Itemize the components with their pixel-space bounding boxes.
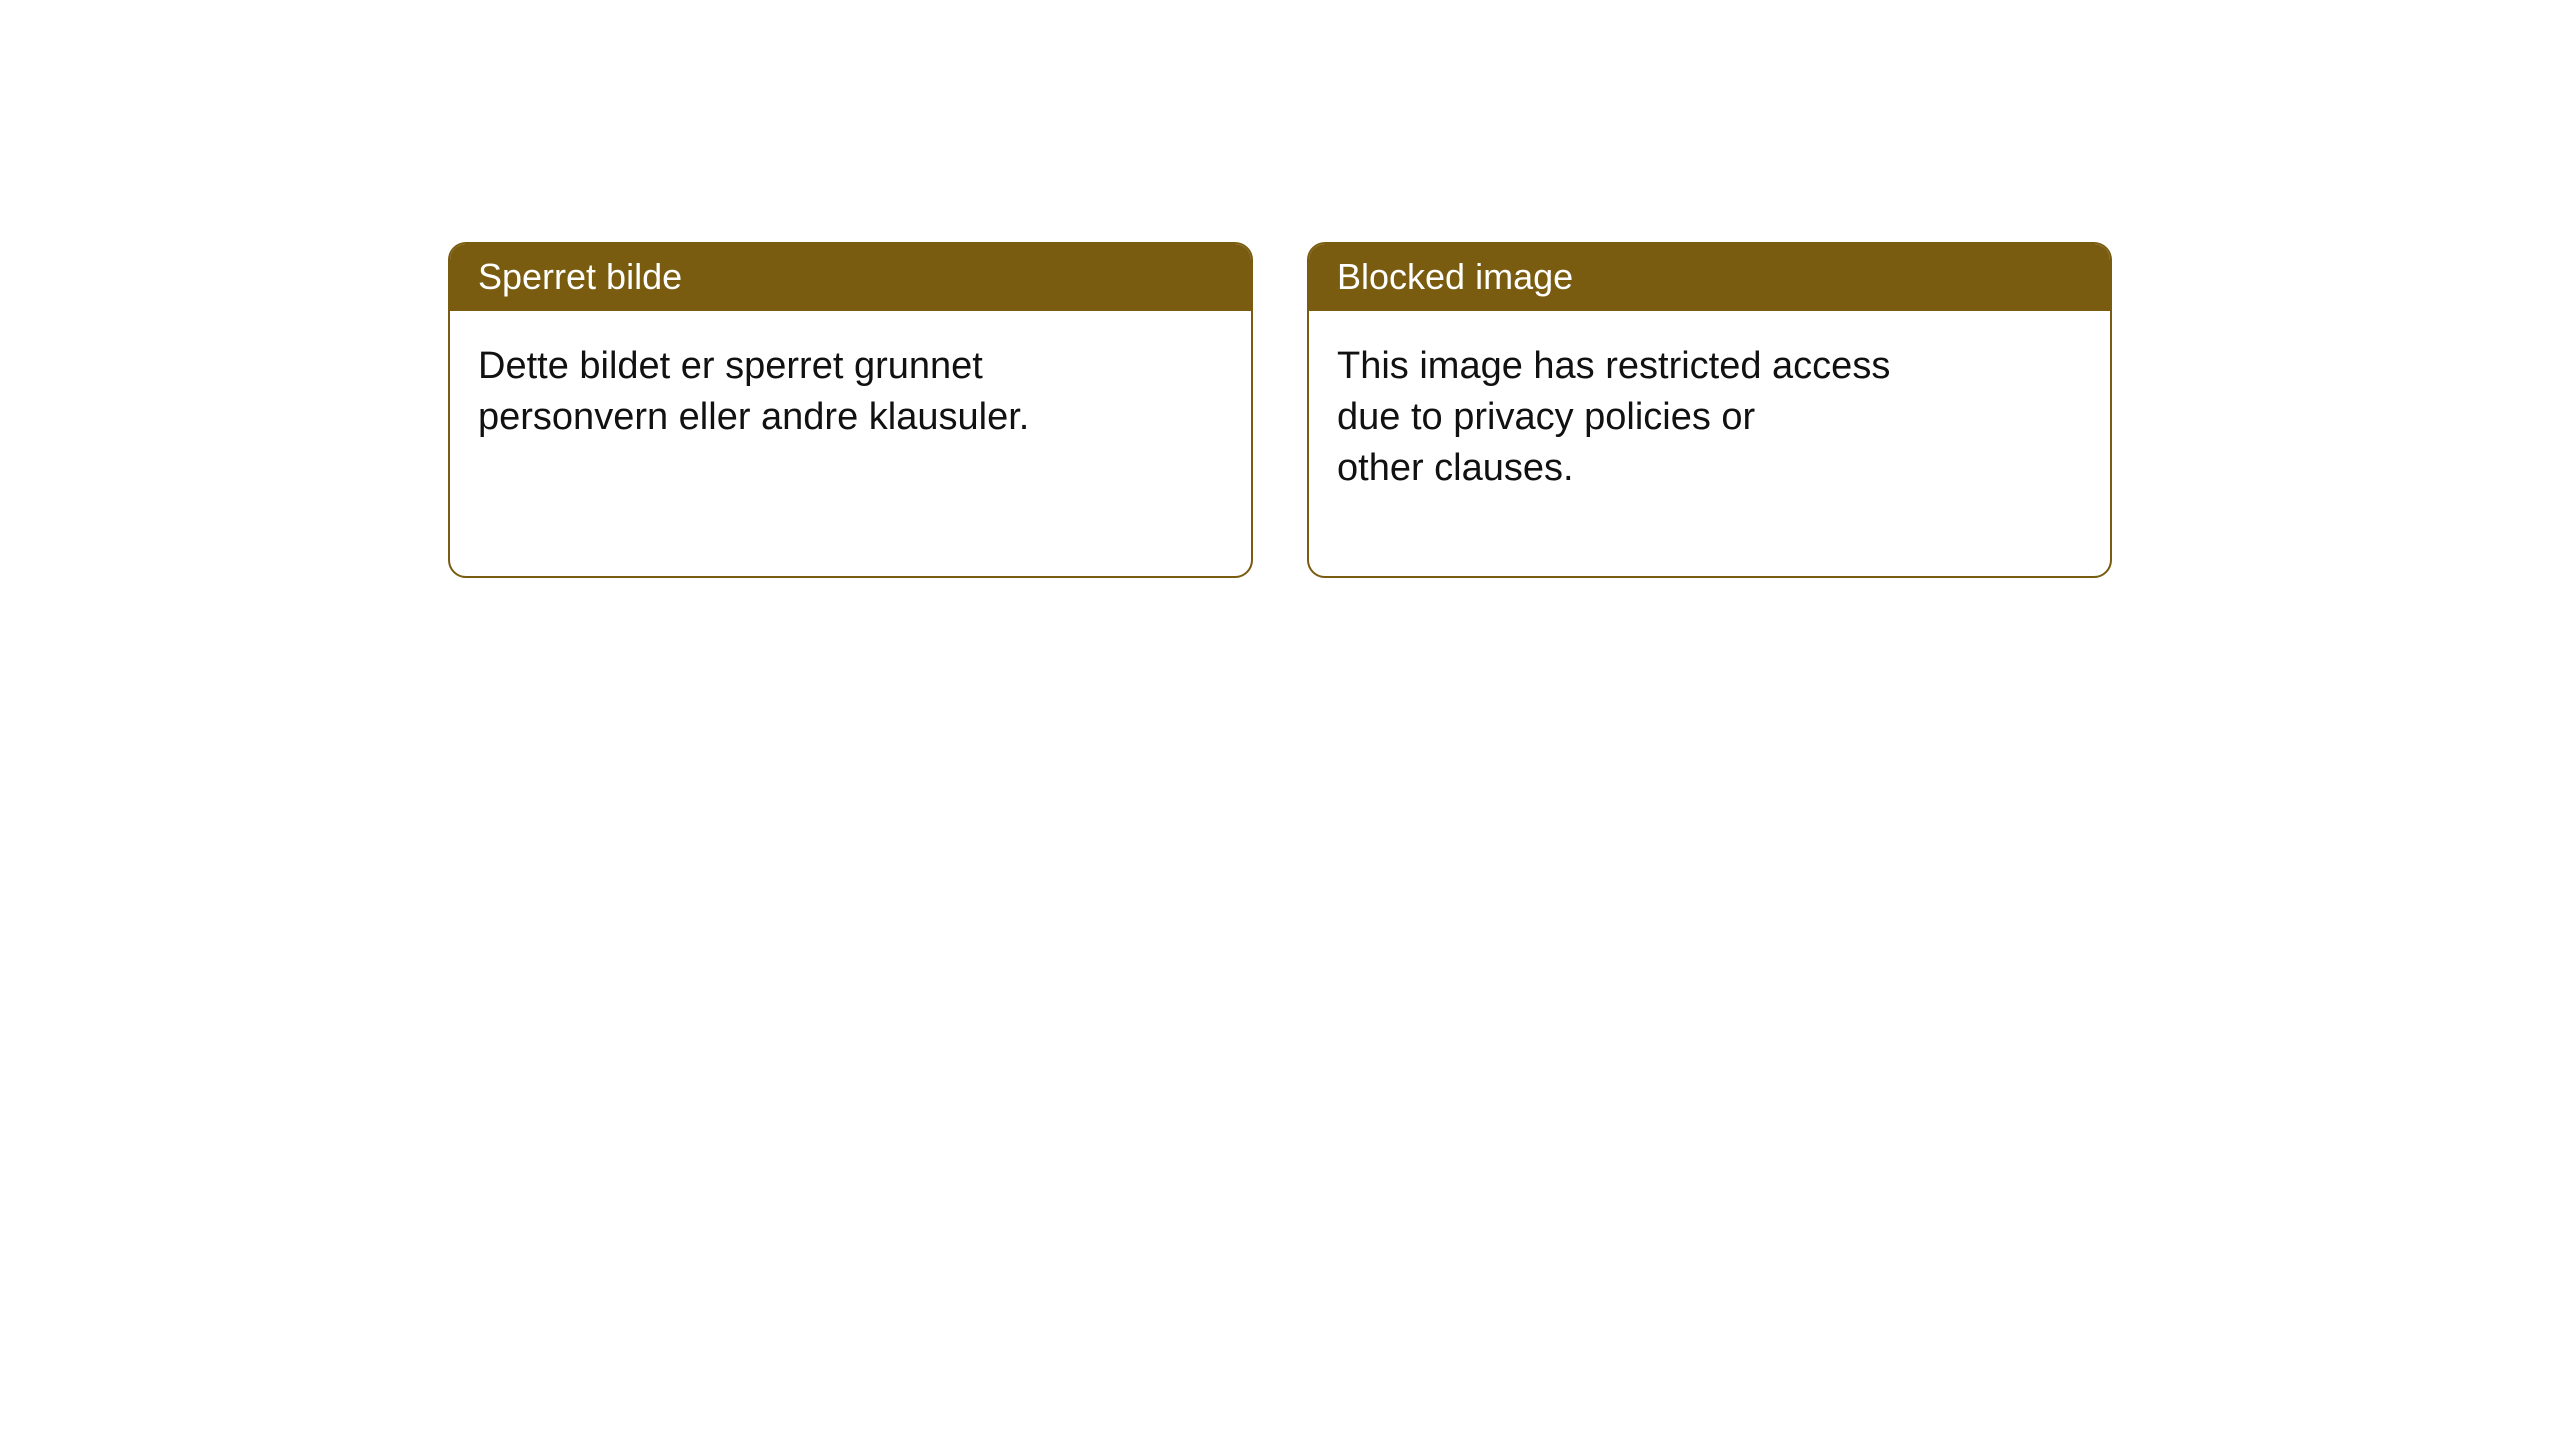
notice-header-english: Blocked image: [1309, 244, 2110, 311]
notice-header-norwegian: Sperret bilde: [450, 244, 1251, 311]
notice-body-norwegian: Dette bildet er sperret grunnet personve…: [450, 311, 1251, 474]
notice-card-english: Blocked image This image has restricted …: [1307, 242, 2112, 578]
notice-card-norwegian: Sperret bilde Dette bildet er sperret gr…: [448, 242, 1253, 578]
notice-container: Sperret bilde Dette bildet er sperret gr…: [448, 242, 2112, 578]
notice-body-english: This image has restricted access due to …: [1309, 311, 2110, 525]
